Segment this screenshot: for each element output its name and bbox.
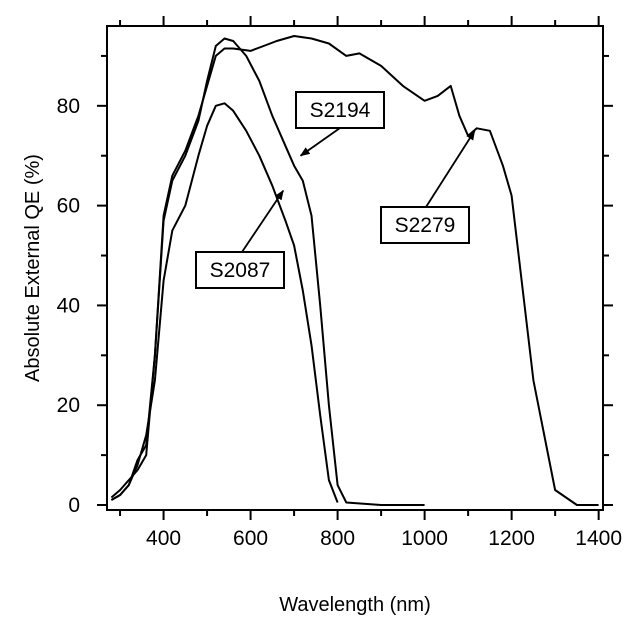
y-tick-label: 40	[57, 294, 80, 317]
annotation-s2087: S2087	[195, 189, 285, 289]
x-tick-label: 400	[146, 527, 181, 550]
x-tick-label: 1000	[401, 527, 448, 550]
annotation-label: S2279	[395, 214, 456, 237]
series-line-s2279	[110, 35, 599, 506]
x-tick-label: 600	[233, 527, 268, 550]
y-axis-title: Absolute External QE (%)	[22, 154, 44, 382]
annotations: S2087 S2194 S2279	[195, 91, 476, 289]
annotation-box	[195, 251, 285, 289]
annotation-box	[380, 206, 470, 244]
annotation-s2279: S2279	[380, 129, 476, 244]
x-tick-label: 1200	[488, 527, 535, 550]
x-axis-title: Wavelength (nm)	[279, 594, 431, 616]
axis-ticks	[97, 16, 613, 520]
annotation-arrow	[299, 127, 341, 157]
y-tick-label: 80	[57, 95, 80, 118]
annotation-arrow	[241, 189, 284, 253]
y-tick-label: 20	[57, 394, 80, 417]
series-lines	[110, 35, 599, 506]
y-tick-label: 0	[68, 494, 80, 517]
x-tick-label: 800	[320, 527, 355, 550]
plot-frame	[106, 25, 604, 511]
axis-tick-labels: 400 600 800 1000 1200 1400 0 20 40 60 80	[57, 95, 622, 550]
annotation-label: S2087	[210, 259, 271, 282]
x-tick-label: 1400	[575, 527, 622, 550]
y-tick-label: 60	[57, 195, 80, 218]
annotation-box	[295, 91, 385, 129]
annotation-arrow	[425, 129, 476, 208]
annotation-s2194: S2194	[295, 91, 385, 157]
series-line-s2087	[110, 102, 339, 503]
annotation-label: S2194	[310, 99, 371, 122]
